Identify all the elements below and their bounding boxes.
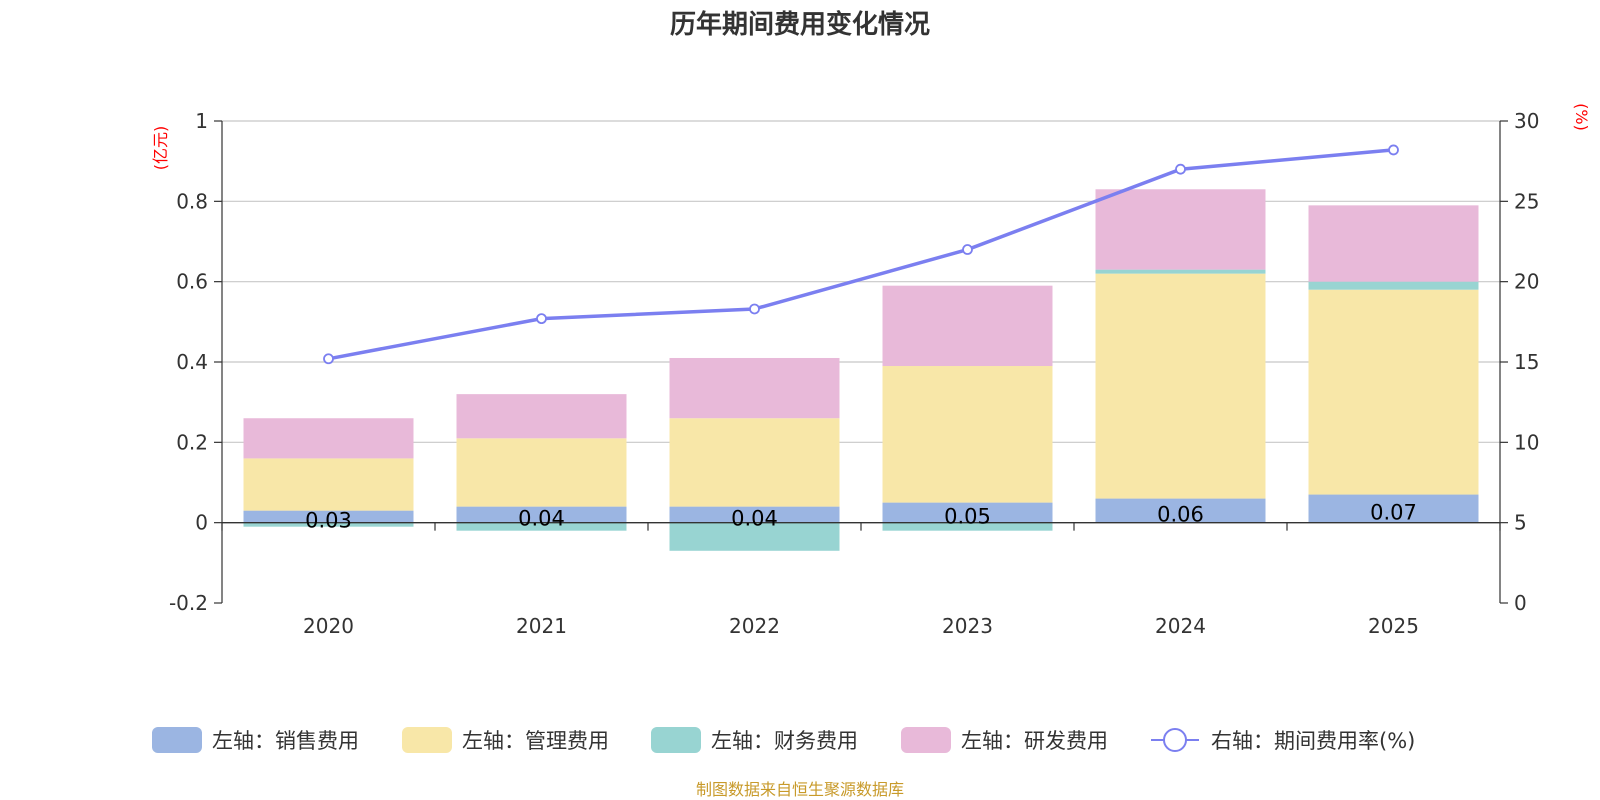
bar-0-2024 xyxy=(1095,498,1266,523)
bar-3-2025 xyxy=(1308,205,1479,282)
legend-item-label: 左轴：管理费用 xyxy=(462,729,609,753)
legend-item-label: 左轴：财务费用 xyxy=(711,729,858,753)
legend-item-label: 右轴：期间费用率(%) xyxy=(1211,729,1415,753)
right-axis-tick-label: 15 xyxy=(1514,350,1539,374)
left-axis-tick-label: 0.4 xyxy=(176,350,208,374)
bar-data-label: 0.03 xyxy=(305,509,352,533)
left-axis-unit: (亿元) xyxy=(151,126,170,171)
legend-swatch xyxy=(651,727,701,753)
x-axis-tick-label: 2023 xyxy=(942,614,993,638)
legend[interactable]: 左轴：销售费用 左轴：管理费用 左轴：财务费用 左轴：研发费用 右轴：期间费用率(%) xyxy=(152,727,1415,753)
bar-1-2023 xyxy=(882,366,1053,503)
source-note: 制图数据来自恒生聚源数据库 xyxy=(696,780,904,799)
bar-0-2025 xyxy=(1308,494,1479,523)
bar-1-2020 xyxy=(243,458,414,511)
x-axis-tick-label: 2020 xyxy=(303,614,354,638)
legend-swatch xyxy=(901,727,951,753)
line-point-2024 xyxy=(1175,163,1186,175)
bar-2-2020 xyxy=(243,522,414,527)
bar-1-2021 xyxy=(456,438,627,507)
bar-data-label: 0.06 xyxy=(1157,503,1204,527)
left-axis-tick-label: 0.8 xyxy=(176,189,208,213)
bar-2-2024 xyxy=(1095,269,1266,274)
x-axis-tick-label: 2022 xyxy=(729,614,780,638)
legend-item-label: 左轴：研发费用 xyxy=(961,729,1108,753)
right-axis-tick-label: 25 xyxy=(1514,189,1539,213)
right-axis-tick-label: 0 xyxy=(1514,591,1527,615)
legend-item-label: 左轴：销售费用 xyxy=(212,729,359,753)
x-axis-tick-label: 2025 xyxy=(1368,614,1419,638)
bar-1-2024 xyxy=(1095,273,1266,499)
bar-2-2025 xyxy=(1308,281,1479,290)
bar-2-2022 xyxy=(669,522,840,551)
x-axis-tick-label: 2021 xyxy=(516,614,567,638)
bar-3-2024 xyxy=(1095,189,1266,270)
right-axis-tick-label: 10 xyxy=(1514,430,1539,454)
chart-title: 历年期间费用变化情况 xyxy=(670,9,930,40)
bar-3-2020 xyxy=(243,418,414,459)
legend-swatch xyxy=(402,727,452,753)
left-axis-tick-label: 0.2 xyxy=(176,430,208,454)
gridlines xyxy=(222,120,1500,524)
legend-circle-symbol xyxy=(1163,728,1187,752)
line-series-path xyxy=(328,148,1394,361)
line-point-2021 xyxy=(536,313,547,325)
line-point-2023 xyxy=(962,244,973,255)
left-axis-tick-label: 0 xyxy=(195,511,208,535)
bar-2-2021 xyxy=(456,522,627,531)
line-point-2022 xyxy=(749,303,760,315)
bar-data-label: 0.04 xyxy=(518,507,565,531)
bar-1-2025 xyxy=(1308,289,1479,495)
bar-0-2020 xyxy=(243,510,414,523)
left-axis-tick-label: 0.6 xyxy=(176,270,208,294)
bar-2-2023 xyxy=(882,522,1053,531)
bar-3-2021 xyxy=(456,394,627,439)
bar-data-label: 0.07 xyxy=(1370,501,1417,525)
line-point-2020 xyxy=(323,353,334,365)
bar-0-2022 xyxy=(669,506,840,523)
left-axis-tick-label: 1 xyxy=(195,109,208,133)
legend-swatch xyxy=(152,727,202,753)
bar-3-2023 xyxy=(882,285,1053,367)
bar-data-label: 0.05 xyxy=(944,505,991,529)
bar-1-2022 xyxy=(669,418,840,507)
bar-3-2022 xyxy=(669,357,840,419)
line-series xyxy=(323,144,1399,365)
right-axis-unit: (%) xyxy=(1572,103,1591,131)
right-axis-tick-label: 20 xyxy=(1514,270,1539,294)
data-labels: 0.03 0.04 0.04 0.05 0.06 0.07 xyxy=(305,501,1417,533)
bar-series xyxy=(243,189,1479,551)
bar-data-label: 0.04 xyxy=(731,507,778,531)
left-axis-tick-label: -0.2 xyxy=(169,591,208,615)
bar-0-2021 xyxy=(456,506,627,523)
right-axis-tick-label: 30 xyxy=(1514,109,1539,133)
right-axis-tick-label: 5 xyxy=(1514,511,1527,535)
line-point-2025 xyxy=(1388,144,1399,156)
x-axis-tick-label: 2024 xyxy=(1155,614,1206,638)
bar-0-2023 xyxy=(882,502,1053,523)
